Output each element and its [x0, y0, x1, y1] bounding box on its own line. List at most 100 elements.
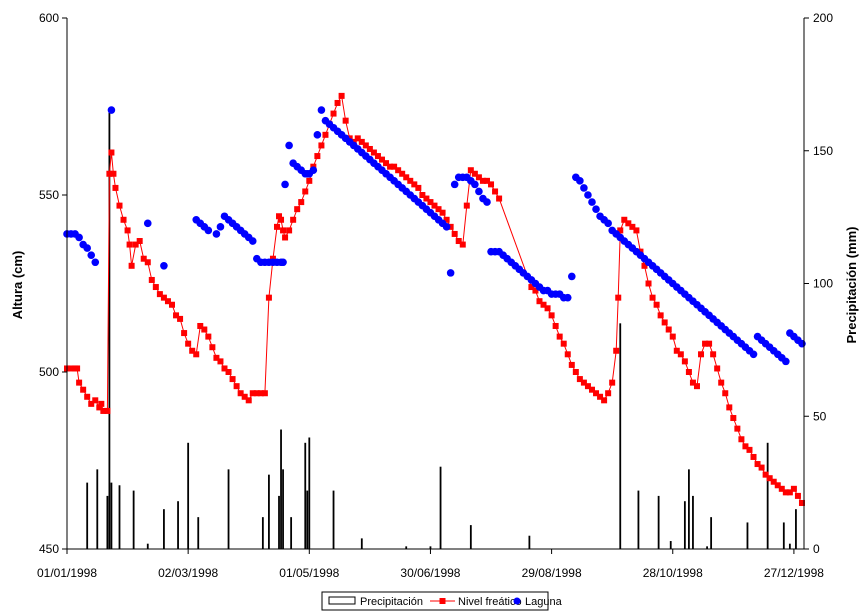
lagoon-point: [313, 131, 322, 139]
precipitation-bar: [782, 522, 785, 549]
lagoon-point: [580, 184, 588, 192]
lagoon-point: [160, 262, 168, 270]
water-table-point: [80, 386, 87, 393]
water-table-point: [669, 333, 676, 340]
water-table-point: [693, 383, 700, 390]
water-table-point: [290, 216, 297, 223]
water-table-point: [661, 319, 668, 326]
water-table-point: [455, 238, 462, 245]
water-table-point: [120, 216, 127, 223]
precipitation-bar: [163, 509, 165, 549]
water-table-point: [306, 177, 313, 184]
legend-label-water-table: Nivel freático: [458, 596, 522, 608]
water-table-point: [734, 425, 741, 432]
legend-swatch-water-table-marker: [439, 598, 446, 604]
water-table-point: [92, 397, 99, 404]
x-tick-label: 28/10/1998: [643, 566, 703, 580]
y-right-tick-label: 200: [813, 11, 833, 25]
water-table-point: [653, 301, 660, 308]
water-table-point: [84, 393, 91, 400]
lagoon-point: [317, 106, 326, 114]
precipitation-bar: [110, 482, 113, 549]
y-right-tick-label: 150: [813, 144, 833, 158]
lagoon-point: [248, 237, 257, 245]
water-table-point: [673, 347, 680, 354]
water-table-point: [451, 230, 458, 237]
precipitation-bar: [332, 490, 335, 549]
water-table-point: [726, 404, 733, 411]
water-table-point: [552, 322, 559, 329]
water-table-point: [794, 492, 801, 499]
water-table-point: [738, 436, 745, 443]
water-table-point: [261, 390, 268, 397]
water-table-point: [617, 227, 624, 234]
water-table-point: [698, 351, 705, 358]
precipitation-bar: [683, 501, 686, 549]
water-table-point: [629, 223, 636, 230]
water-table-point: [280, 227, 287, 234]
water-table-point: [322, 131, 329, 138]
water-table-point: [415, 184, 422, 191]
lagoon-point: [483, 198, 491, 206]
water-table-point: [106, 170, 113, 177]
precipitation-bar: [86, 482, 89, 549]
water-table-point: [615, 294, 622, 301]
water-table-point: [330, 110, 337, 117]
water-table-point: [185, 340, 192, 347]
water-table-point: [286, 227, 293, 234]
water-table-point: [257, 390, 264, 397]
water-table-point: [160, 294, 167, 301]
water-table-point: [229, 376, 236, 383]
lagoon-point: [450, 180, 459, 189]
y-left-tick-label: 450: [39, 542, 59, 556]
water-table-point: [181, 330, 188, 337]
water-table-point: [314, 153, 321, 160]
water-table-point: [110, 170, 117, 177]
water-table-point: [532, 287, 539, 294]
water-table-point: [225, 369, 232, 375]
water-table-point: [334, 99, 341, 106]
lagoon-point: [567, 272, 576, 281]
lagoon-point: [749, 350, 758, 359]
water-table-point: [572, 369, 579, 375]
precipitation-bar: [306, 490, 309, 549]
water-table-point: [564, 351, 571, 358]
water-table-point: [411, 181, 418, 188]
water-table-point: [152, 284, 159, 291]
water-table-line: [64, 92, 805, 506]
water-table-point: [447, 223, 454, 230]
water-table-point: [189, 347, 196, 354]
water-table-point: [253, 390, 260, 397]
water-table-point: [76, 379, 83, 386]
water-table-point: [488, 181, 495, 188]
water-table-point: [689, 379, 696, 386]
precipitation-bar: [360, 538, 363, 549]
water-table-point: [104, 407, 111, 414]
lagoon-point: [143, 219, 152, 228]
water-table-point: [245, 397, 252, 404]
y-right-tick-label: 50: [813, 409, 827, 423]
water-table-point: [609, 379, 616, 386]
water-table-point: [403, 174, 410, 181]
water-table-point: [722, 390, 729, 397]
water-table-point: [68, 365, 75, 372]
water-table-point: [233, 383, 240, 390]
water-table-point: [560, 340, 567, 347]
water-table-point: [391, 163, 398, 170]
precipitation-bar: [788, 543, 791, 549]
water-table-point: [649, 294, 656, 301]
water-table-point: [593, 390, 600, 397]
water-table-point: [556, 333, 563, 340]
water-table-point: [96, 404, 103, 411]
precipitation-bar: [106, 495, 109, 549]
precipitation-bar: [308, 437, 311, 549]
water-table-point: [132, 241, 139, 248]
lagoon-point: [563, 293, 572, 302]
water-table-point: [126, 241, 133, 248]
water-table-point: [597, 393, 604, 400]
axes: 450 500 550 600 0 50 100 150 200 01/01/1998 02/03/…: [37, 11, 833, 580]
water-table-point: [770, 478, 777, 485]
precipitation-bar: [268, 474, 270, 549]
water-table-point: [100, 407, 107, 414]
